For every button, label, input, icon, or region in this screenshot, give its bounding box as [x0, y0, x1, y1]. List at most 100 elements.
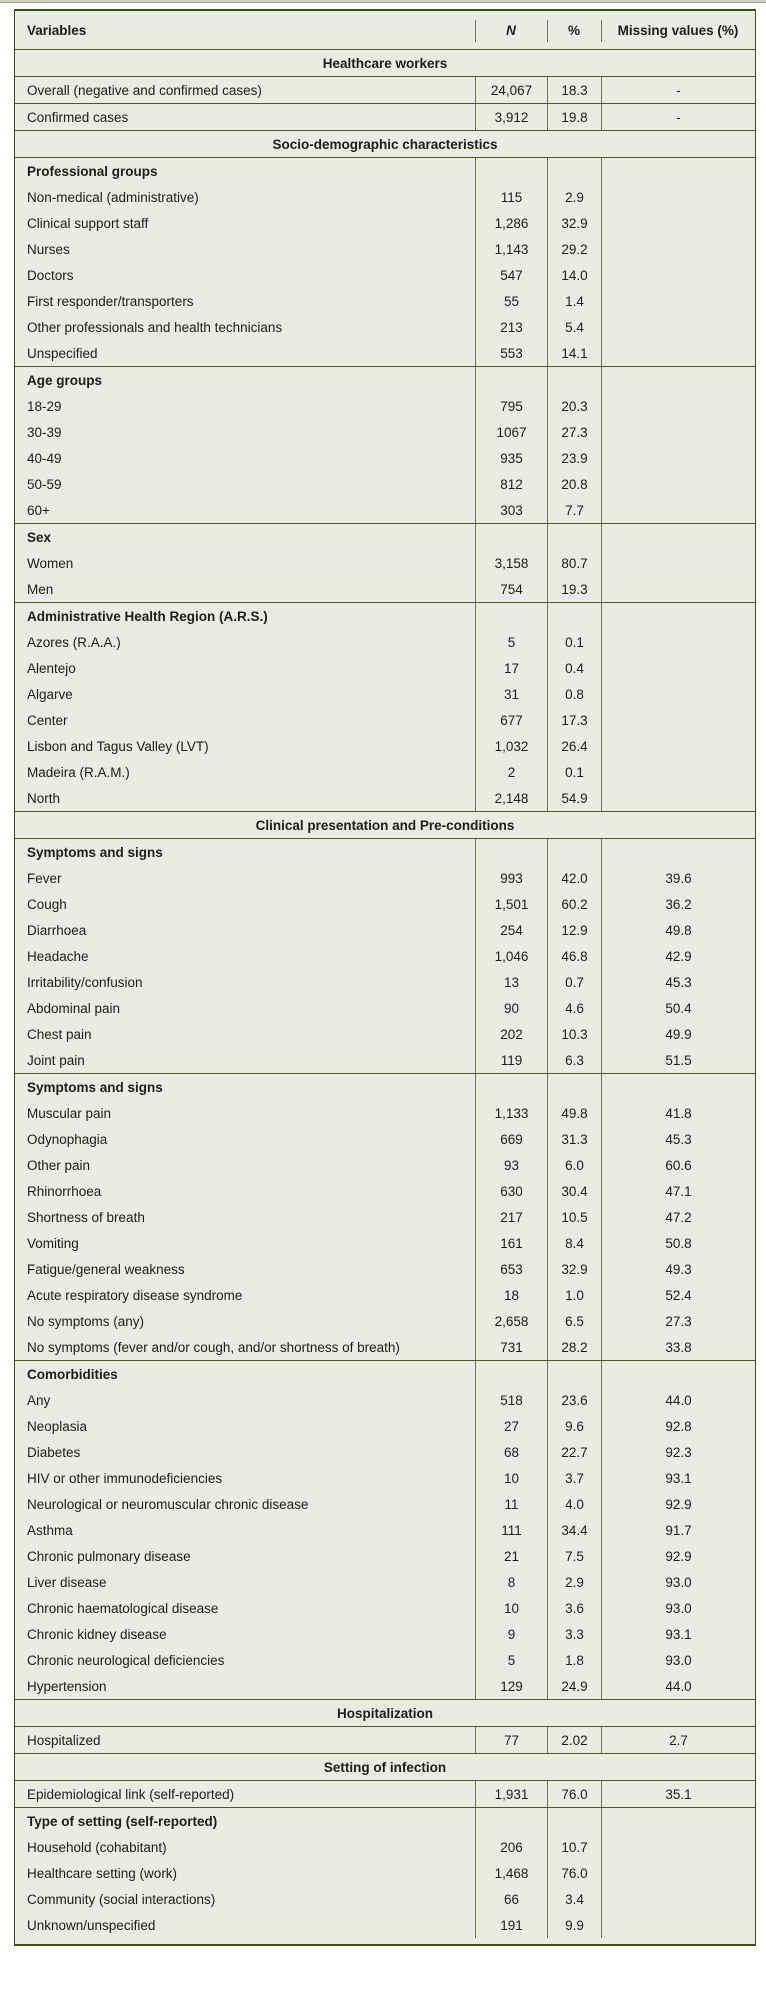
table-row: Joint pain 119 6.3 51.5	[15, 1047, 755, 1073]
table-row: Any 518 23.6 44.0	[15, 1387, 755, 1413]
table-row: No symptoms (fever and/or cough, and/or …	[15, 1334, 755, 1360]
row-label: Abdominal pain	[27, 1000, 121, 1016]
row-n-value: 1,143	[475, 236, 547, 262]
row-missing-value	[601, 681, 755, 707]
row-missing-value	[601, 393, 755, 419]
row-missing-value: 50.4	[601, 995, 755, 1021]
row-percent-value: 46.8	[547, 943, 601, 969]
row-missing-value	[601, 184, 755, 210]
row-label: Joint pain	[27, 1052, 85, 1068]
table-row: Vomiting 161 8.4 50.8	[15, 1230, 755, 1256]
row-percent-value: 10.3	[547, 1021, 601, 1047]
row-label: Hypertension	[27, 1678, 107, 1694]
row-percent-value: 9.6	[547, 1413, 601, 1439]
row-percent-value: 30.4	[547, 1178, 601, 1204]
row-label: Asthma	[27, 1522, 73, 1538]
table-block: Age groups 18-29 795 20.3 30-39 1067 27.…	[15, 367, 755, 524]
row-missing-value	[601, 236, 755, 262]
row-label: Overall (negative and confirmed cases)	[27, 82, 262, 98]
row-label: Household (cohabitant)	[27, 1839, 167, 1855]
table-block: Symptoms and signs Muscular pain 1,133 4…	[15, 1074, 755, 1361]
row-n-value: 754	[475, 576, 547, 602]
row-n-value: 8	[475, 1569, 547, 1595]
row-label: Liver disease	[27, 1574, 107, 1590]
table-row: Community (social interactions) 66 3.4	[15, 1886, 755, 1912]
row-missing-value: 92.9	[601, 1491, 755, 1517]
row-label: Neurological or neuromuscular chronic di…	[27, 1496, 309, 1512]
row-label: Muscular pain	[27, 1105, 112, 1121]
row-missing-value: 92.9	[601, 1543, 755, 1569]
row-missing-value: 36.2	[601, 891, 755, 917]
row-percent-value	[547, 839, 601, 865]
row-missing-value: 27.3	[601, 1308, 755, 1334]
table-block: Professional groups Non-medical (adminis…	[15, 158, 755, 367]
row-n-value: 191	[475, 1912, 547, 1938]
row-missing-value: 47.1	[601, 1178, 755, 1204]
row-n-value: 68	[475, 1439, 547, 1465]
row-n-value: 1,931	[475, 1781, 547, 1807]
table-row: Other pain 93 6.0 60.6	[15, 1152, 755, 1178]
row-missing-value	[601, 759, 755, 785]
row-percent-value: 60.2	[547, 891, 601, 917]
row-percent-value: 4.6	[547, 995, 601, 1021]
row-n-value	[475, 1074, 547, 1100]
row-label: 18-29	[27, 398, 62, 414]
row-missing-value: 52.4	[601, 1282, 755, 1308]
row-label: HIV or other immunodeficiencies	[27, 1470, 223, 1486]
section-title: Hospitalization	[336, 1705, 433, 1721]
row-missing-value: 49.3	[601, 1256, 755, 1282]
section-header-row: Socio-demographic characteristics	[15, 131, 755, 158]
table-row: Muscular pain 1,133 49.8 41.8	[15, 1100, 755, 1126]
row-n-value: 669	[475, 1126, 547, 1152]
row-label: Administrative Health Region (A.R.S.)	[27, 608, 268, 624]
section-title: Healthcare workers	[322, 55, 448, 71]
row-n-value: 202	[475, 1021, 547, 1047]
row-missing-value: 47.2	[601, 1204, 755, 1230]
table-block: Hospitalized 77 2.02 2.7	[15, 1727, 755, 1754]
row-label: Rhinorrhoea	[27, 1183, 102, 1199]
row-label: Healthcare setting (work)	[27, 1865, 178, 1881]
table-row: Algarve 31 0.8	[15, 681, 755, 707]
table-body: Healthcare workers Overall (negative and…	[15, 50, 755, 1938]
row-missing-value: 93.0	[601, 1647, 755, 1673]
row-label: Hospitalized	[27, 1732, 101, 1748]
table-row: Shortness of breath 217 10.5 47.2	[15, 1204, 755, 1230]
row-percent-value: 19.8	[547, 104, 601, 130]
row-n-value: 18	[475, 1282, 547, 1308]
row-percent-value: 9.9	[547, 1912, 601, 1938]
row-n-value: 161	[475, 1230, 547, 1256]
row-percent-value: 54.9	[547, 785, 601, 811]
row-missing-value	[601, 158, 755, 184]
subheader-row: Professional groups	[15, 158, 755, 184]
row-percent-value: 0.8	[547, 681, 601, 707]
table-block: Sex Women 3,158 80.7 Men 754 19.3	[15, 524, 755, 603]
table-row: Diabetes 68 22.7 92.3	[15, 1439, 755, 1465]
row-n-value: 217	[475, 1204, 547, 1230]
row-missing-value	[601, 785, 755, 811]
row-n-value	[475, 367, 547, 393]
table-row: Overall (negative and confirmed cases) 2…	[15, 77, 755, 103]
row-missing-value: 33.8	[601, 1334, 755, 1360]
row-n-value: 5	[475, 629, 547, 655]
row-percent-value: 24.9	[547, 1673, 601, 1699]
row-percent-value: 3.6	[547, 1595, 601, 1621]
row-n-value: 1,286	[475, 210, 547, 236]
row-n-value: 653	[475, 1256, 547, 1282]
table-row: Unspecified 553 14.1	[15, 340, 755, 366]
section-header-row: Setting of infection	[15, 1754, 755, 1781]
row-percent-value: 1.4	[547, 288, 601, 314]
table-row: No symptoms (any) 2,658 6.5 27.3	[15, 1308, 755, 1334]
row-label: Age groups	[27, 372, 103, 388]
table-header-row: Variables N % Missing values (%)	[15, 11, 755, 50]
row-missing-value	[601, 367, 755, 393]
row-label: Odynophagia	[27, 1131, 108, 1147]
row-n-value: 206	[475, 1834, 547, 1860]
row-label: Other pain	[27, 1157, 91, 1173]
row-percent-value: 22.7	[547, 1439, 601, 1465]
table-row: Women 3,158 80.7	[15, 550, 755, 576]
row-percent-value: 42.0	[547, 865, 601, 891]
row-missing-value	[601, 1912, 755, 1938]
row-label: Irritability/confusion	[27, 974, 143, 990]
row-n-value: 812	[475, 471, 547, 497]
row-percent-value: 2.9	[547, 184, 601, 210]
